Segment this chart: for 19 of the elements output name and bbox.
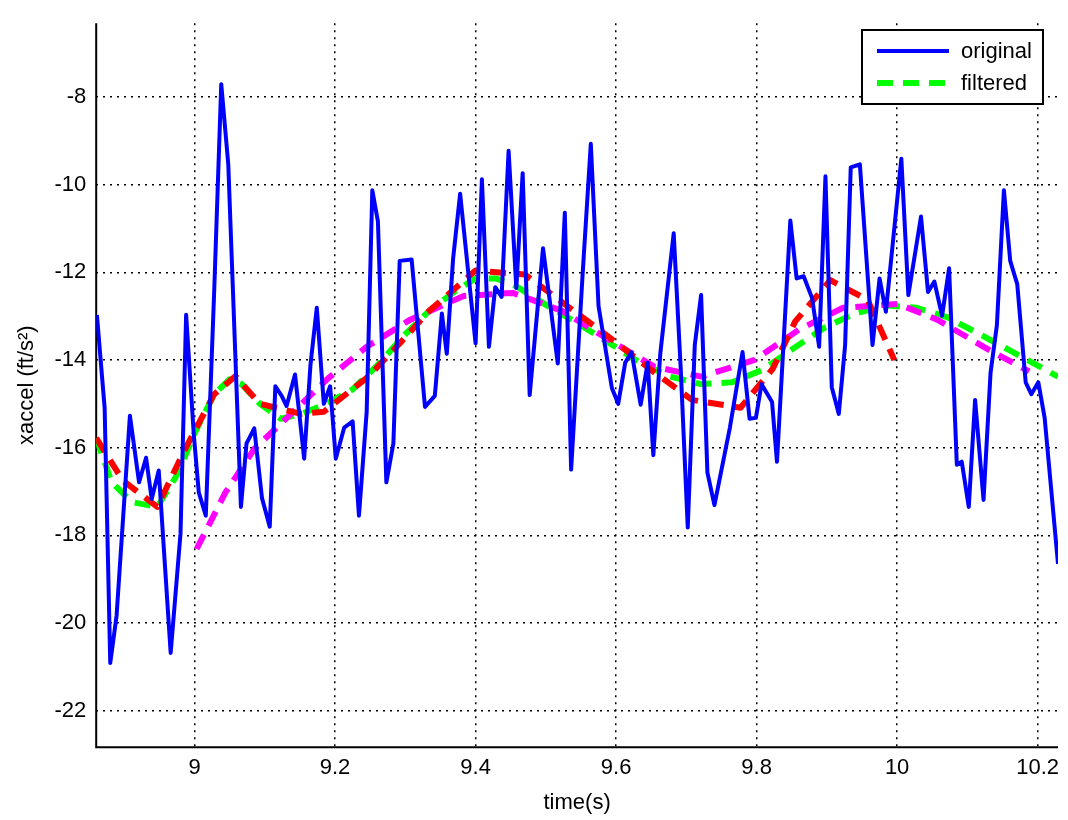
x-tick-label: 10 <box>884 754 910 780</box>
legend-label: filtered <box>961 70 1028 97</box>
y-tick-label: -18 <box>54 521 87 547</box>
y-axis-title: xaccel (ft/s²) <box>13 325 39 446</box>
x-tick-label: 10.2 <box>1016 754 1060 780</box>
y-tick-label: -10 <box>54 170 87 196</box>
x-tick-label: 9.8 <box>741 754 772 780</box>
x-tick-label: 9.6 <box>600 754 632 780</box>
y-tick-label: -8 <box>66 82 87 108</box>
y-tick-label: -12 <box>54 258 87 284</box>
y-tick-label: -16 <box>54 433 87 459</box>
x-tick-label: 9 <box>188 754 201 780</box>
x-tick-label: 9.4 <box>460 754 491 780</box>
legend-label: original <box>961 38 1032 65</box>
x-axis-title: time(s) <box>543 788 611 814</box>
y-tick-label: -22 <box>54 696 87 722</box>
y-tick-label: -14 <box>54 346 87 372</box>
x-tick-label: 9.2 <box>319 754 351 780</box>
y-tick-label: -20 <box>54 609 87 635</box>
